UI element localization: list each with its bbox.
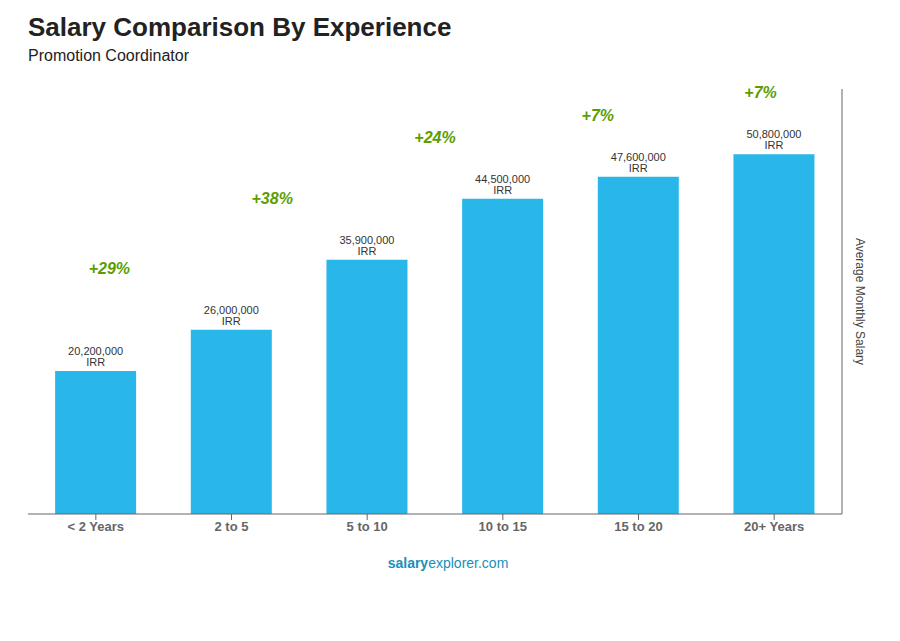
svg-text:2 to 5: 2 to 5	[215, 519, 249, 534]
svg-text:+29%: +29%	[89, 260, 130, 277]
svg-text:< 2 Years: < 2 Years	[68, 519, 125, 534]
svg-text:47,600,000IRR: 47,600,000IRR	[611, 151, 666, 174]
svg-text:+7%: +7%	[582, 107, 614, 124]
svg-text:10 to 15: 10 to 15	[479, 519, 527, 534]
svg-text:+38%: +38%	[252, 190, 293, 207]
svg-text:5 to 10: 5 to 10	[347, 519, 388, 534]
html-text:Salary Comparison By Experienc: Salary Comparison By Experience	[28, 12, 452, 42]
html-text:Promotion Coordinator: Promotion Coordinator	[28, 47, 189, 64]
svg-text:26,000,000IRR: 26,000,000IRR	[204, 304, 259, 327]
svg-text:20,200,000IRR: 20,200,000IRR	[68, 345, 123, 368]
svg-text:+7%: +7%	[744, 84, 776, 101]
svg-text:20+ Years: 20+ Years	[744, 519, 804, 534]
svg-text:15 to 20: 15 to 20	[614, 519, 662, 534]
svg-text:+24%: +24%	[414, 129, 455, 146]
html-text:salary explorer.com: salary explorer.com	[387, 555, 509, 571]
svg-text:44,500,000IRR: 44,500,000IRR	[475, 173, 530, 196]
svg-text:50,800,000IRR: 50,800,000IRR	[746, 128, 801, 151]
svg-text:35,900,000IRR: 35,900,000IRR	[339, 234, 394, 257]
svg-text:Average Monthly Salary: Average Monthly Salary	[853, 238, 867, 365]
